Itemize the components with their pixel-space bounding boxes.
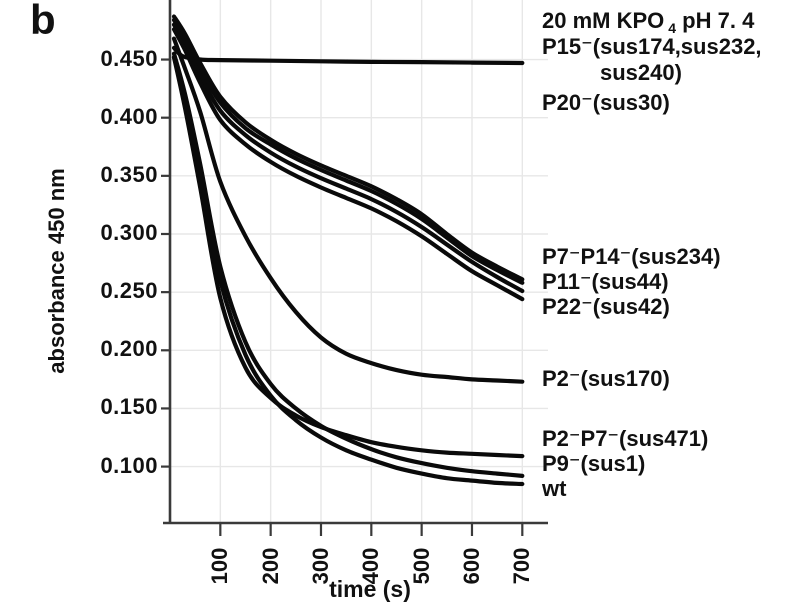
x-tick-label: 100 bbox=[207, 547, 233, 585]
x-tick-label: 400 bbox=[358, 547, 384, 585]
y-tick-label: 0.450 bbox=[100, 45, 158, 71]
condition-text: 20 mM KPO bbox=[542, 8, 665, 33]
curve-p7-p14-sus234- bbox=[171, 17, 525, 285]
curve-label-p7p14: P7⁻P14⁻(sus234) bbox=[542, 244, 721, 269]
x-axis-title: time (s) bbox=[329, 576, 411, 602]
curve-p15-sus174-sus232-sus240- bbox=[171, 45, 525, 66]
curve-p11-sus44- bbox=[171, 22, 525, 294]
curve-label-p2: P2⁻(sus170) bbox=[542, 366, 670, 391]
curve-label-p9: P9⁻(sus1) bbox=[542, 451, 646, 476]
curve-p20-sus30- bbox=[171, 14, 525, 282]
y-tick-label: 0.400 bbox=[100, 103, 158, 129]
annotation-condition: 20 mM KPO 4 pH 7. 4 bbox=[542, 8, 754, 41]
curve-label-p15-line2: sus240) bbox=[600, 60, 682, 85]
chart-canvas bbox=[161, 0, 548, 536]
curve-label-p20: P20⁻(sus30) bbox=[542, 90, 670, 115]
y-tick-label: 0.300 bbox=[100, 219, 158, 245]
curve-label-wt: wt bbox=[542, 476, 567, 501]
y-tick-label: 0.100 bbox=[100, 452, 158, 478]
condition-subscript: 4 bbox=[668, 20, 677, 37]
curve-label-p15-line1: P15⁻(sus174,sus232, bbox=[542, 34, 762, 59]
curve-label-p2p7: P2⁻P7⁻(sus471) bbox=[542, 426, 709, 451]
x-tick-label: 700 bbox=[509, 547, 535, 585]
y-tick-label: 0.150 bbox=[100, 394, 158, 420]
y-tick-label: 0.250 bbox=[100, 278, 158, 304]
x-tick-label: 600 bbox=[458, 547, 484, 585]
panel-label: b bbox=[30, 0, 56, 43]
curve-p2-sus170- bbox=[171, 36, 525, 384]
y-axis-title: absorbance 450 nm bbox=[44, 168, 69, 374]
x-tick-label: 200 bbox=[257, 547, 283, 585]
x-tick-label: 500 bbox=[408, 547, 434, 585]
curve-label-p22: P22⁻(sus42) bbox=[542, 294, 670, 319]
x-tick-label: 300 bbox=[307, 547, 333, 585]
y-tick-label: 0.200 bbox=[100, 336, 158, 362]
curve-p22-sus42- bbox=[171, 27, 525, 302]
y-tick-label: 0.350 bbox=[100, 161, 158, 187]
condition-text-post: pH 7. 4 bbox=[676, 8, 755, 33]
curve-wt bbox=[171, 55, 525, 487]
curve-label-p11: P11⁻(sus44) bbox=[542, 269, 669, 294]
